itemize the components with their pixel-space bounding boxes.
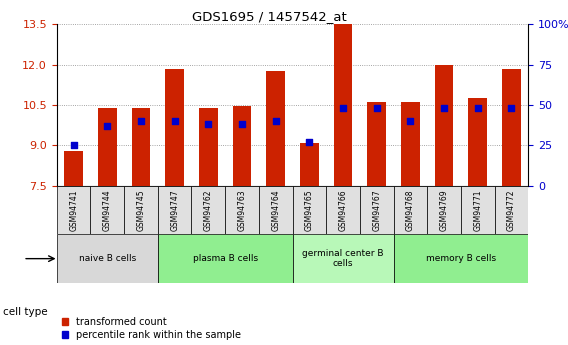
Legend: transformed count, percentile rank within the sample: transformed count, percentile rank withi… — [62, 317, 241, 340]
Bar — [57, 186, 90, 234]
Text: GSM94767: GSM94767 — [372, 189, 381, 231]
Bar — [259, 186, 293, 234]
Bar — [360, 186, 394, 234]
Bar — [98, 108, 116, 186]
Title: GDS1695 / 1457542_at: GDS1695 / 1457542_at — [191, 10, 346, 23]
Bar — [90, 186, 124, 234]
Text: GSM94741: GSM94741 — [69, 189, 78, 231]
Bar — [293, 234, 394, 283]
Point — [406, 118, 415, 124]
Bar — [158, 234, 293, 283]
Point — [271, 118, 280, 124]
Text: GSM94745: GSM94745 — [136, 189, 145, 231]
Bar — [233, 106, 251, 186]
Text: naive B cells: naive B cells — [79, 254, 136, 263]
Bar — [199, 108, 218, 186]
Point — [136, 118, 145, 124]
Text: GSM94765: GSM94765 — [305, 189, 314, 231]
Bar — [394, 234, 528, 283]
Point — [372, 106, 381, 111]
Point — [170, 118, 179, 124]
Point — [473, 106, 482, 111]
Bar — [57, 234, 158, 283]
Text: GSM94764: GSM94764 — [271, 189, 280, 231]
Bar — [266, 71, 285, 186]
Point — [204, 122, 213, 127]
Point — [339, 106, 348, 111]
Text: germinal center B
cells: germinal center B cells — [302, 249, 384, 268]
Text: cell type: cell type — [3, 307, 48, 317]
Point — [69, 143, 78, 148]
Text: GSM94766: GSM94766 — [339, 189, 348, 231]
Bar — [225, 186, 259, 234]
Bar — [158, 186, 191, 234]
Bar — [469, 98, 487, 186]
Text: GSM94744: GSM94744 — [103, 189, 112, 231]
Text: GSM94769: GSM94769 — [440, 189, 449, 231]
Text: GSM94747: GSM94747 — [170, 189, 179, 231]
Point — [440, 106, 449, 111]
Bar — [300, 143, 319, 186]
Bar — [427, 186, 461, 234]
Bar — [165, 69, 184, 186]
Text: plasma B cells: plasma B cells — [193, 254, 258, 263]
Bar — [401, 102, 420, 186]
Point — [237, 122, 247, 127]
Bar — [132, 108, 151, 186]
Point — [103, 123, 112, 129]
Bar — [461, 186, 495, 234]
Bar — [502, 69, 521, 186]
Text: GSM94768: GSM94768 — [406, 189, 415, 231]
Point — [507, 106, 516, 111]
Bar — [495, 186, 528, 234]
Point — [305, 139, 314, 145]
Text: GSM94771: GSM94771 — [473, 189, 482, 231]
Text: memory B cells: memory B cells — [426, 254, 496, 263]
Bar — [191, 186, 225, 234]
Bar — [326, 186, 360, 234]
Text: GSM94772: GSM94772 — [507, 189, 516, 231]
Bar — [334, 24, 352, 186]
Bar — [394, 186, 427, 234]
Text: GSM94762: GSM94762 — [204, 189, 213, 231]
Bar — [293, 186, 326, 234]
Bar — [367, 102, 386, 186]
Bar — [435, 65, 453, 186]
Bar — [64, 151, 83, 186]
Text: GSM94763: GSM94763 — [237, 189, 247, 231]
Bar — [124, 186, 158, 234]
